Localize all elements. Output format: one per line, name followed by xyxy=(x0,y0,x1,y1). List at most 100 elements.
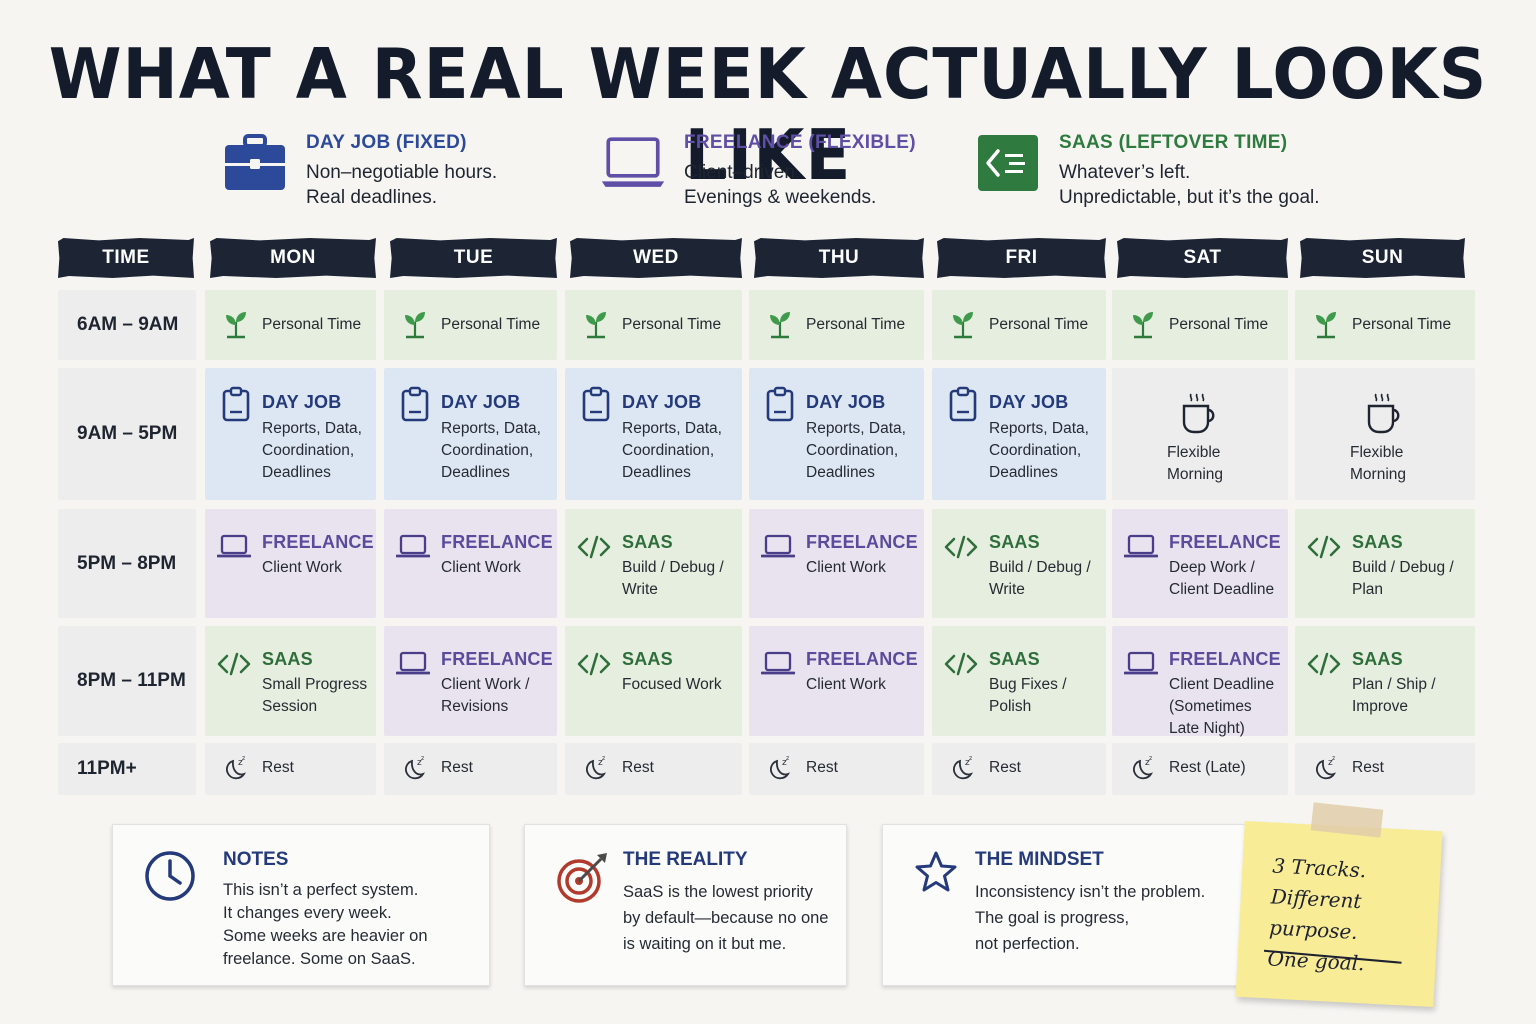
cell-text: Plan xyxy=(1352,581,1384,598)
cell-text: Personal Time xyxy=(622,316,722,333)
cell-text-block: Focused Work xyxy=(622,674,722,696)
briefcase-icon xyxy=(222,132,288,194)
time-slot: 9AM – 5PM xyxy=(58,368,196,500)
note-title: THE REALITY xyxy=(623,849,748,870)
cell-text: Coordination, xyxy=(806,442,899,459)
cell-text: Focused Work xyxy=(622,676,722,693)
schedule-cell-freelance: FREELANCE Client Work / Revisions xyxy=(384,626,557,736)
schedule-cell-personal: Personal Time xyxy=(749,290,924,360)
clock-icon xyxy=(143,849,197,908)
target-icon xyxy=(555,849,611,910)
cell-title: FREELANCE xyxy=(1169,649,1281,669)
schedule-cell-personal: Personal Time xyxy=(932,290,1106,360)
legend-item: FREELANCE (FLEXIBLE) Client–driven. Evenin… xyxy=(600,132,916,210)
cell-text-block: Bug Fixes / Polish xyxy=(989,674,1067,718)
cell-text: Reports, Data, xyxy=(441,420,541,437)
clipboard-icon xyxy=(401,386,429,427)
cell-text: Client Deadline xyxy=(1169,581,1275,598)
svg-text:z: z xyxy=(598,758,603,768)
code-icon xyxy=(975,132,1041,194)
legend-title: FREELANCE (FLEXIBLE) xyxy=(684,132,916,153)
note-text: This isn’t a perfect system. xyxy=(223,881,419,899)
cell-text: Small Progress xyxy=(262,676,368,693)
schedule-cell-rest: z z Rest (Late) xyxy=(1112,743,1288,795)
schedule-cell-personal: Personal Time xyxy=(384,290,557,360)
legend-title: DAY JOB (FIXED) xyxy=(306,132,467,153)
note-text: freelance. Some on SaaS. xyxy=(223,950,416,968)
cell-text: Client Work xyxy=(806,559,886,576)
time-slot: 8PM – 11PM xyxy=(58,626,196,736)
header-day: TUE xyxy=(390,238,557,278)
cell-text: Deadlines xyxy=(262,464,331,481)
svg-text:z: z xyxy=(965,758,970,768)
cell-text: Revisions xyxy=(441,698,509,715)
time-slot: 6AM – 9AM xyxy=(58,290,196,360)
cell-title: FREELANCE xyxy=(441,532,553,552)
note-text: by default—because no one xyxy=(623,909,829,927)
note-card: THE MINDSET Inconsistency isn’t the probl… xyxy=(882,824,1252,986)
schedule-cell-rest: z z Rest xyxy=(749,743,924,795)
cell-text: Build / Debug / xyxy=(989,559,1091,576)
cell-text: Bug Fixes / xyxy=(989,676,1067,693)
cell-text-block: Reports, Data, Coordination, Deadlines xyxy=(441,418,541,484)
legend-title: SAAS (LEFTOVER TIME) xyxy=(1059,132,1288,153)
cell-title: SAAS xyxy=(1352,649,1403,669)
cell-text: Morning xyxy=(1350,466,1406,483)
clipboard-icon xyxy=(222,386,250,427)
svg-text:z: z xyxy=(969,755,972,762)
cell-text-block: Small Progress Session xyxy=(262,674,367,718)
svg-text:z: z xyxy=(786,755,789,762)
cell-text: Reports, Data, xyxy=(989,420,1089,437)
cell-text: Personal Time xyxy=(989,316,1089,333)
header-day: THU xyxy=(754,238,924,278)
small-laptop-icon xyxy=(760,650,796,683)
cell-title: DAY JOB xyxy=(262,392,342,412)
schedule-cell-saas: SAAS Build / Debug / Write xyxy=(932,509,1106,618)
cell-text: Personal Time xyxy=(262,316,362,333)
sticky-text: Different purpose. xyxy=(1268,884,1363,944)
code-brackets-icon xyxy=(1307,650,1341,683)
schedule-cell-freelance: FREELANCE Client Work xyxy=(384,509,557,618)
small-laptop-icon xyxy=(1123,650,1159,683)
cell-title: SAAS xyxy=(262,649,313,669)
cell-title: SAAS xyxy=(622,649,673,669)
legend-text: Unpredictable, but it’s the goal. xyxy=(1059,187,1320,208)
code-brackets-icon xyxy=(577,650,611,683)
cell-text-block: Client Work xyxy=(806,674,886,696)
cell-text: Improve xyxy=(1352,698,1408,715)
sprout-icon xyxy=(583,310,609,345)
schedule-cell-rest: z z Rest xyxy=(565,743,742,795)
small-laptop-icon xyxy=(395,650,431,683)
code-brackets-icon xyxy=(944,650,978,683)
schedule-cell-freelance: FREELANCE Client Work xyxy=(749,626,924,736)
cell-text-block: Flexible Morning xyxy=(1167,442,1223,486)
svg-text:z: z xyxy=(238,758,243,768)
cell-text-block: Build / Debug / Plan xyxy=(1352,557,1454,601)
cell-text: Client Deadline xyxy=(1169,676,1275,693)
cell-title: FREELANCE xyxy=(806,532,918,552)
sprout-icon xyxy=(950,310,976,345)
laptop-icon xyxy=(600,132,666,194)
coffee-icon xyxy=(1178,392,1218,439)
cell-title: DAY JOB xyxy=(989,392,1069,412)
small-laptop-icon xyxy=(760,533,796,566)
cell-text: (Sometimes xyxy=(1169,698,1252,715)
cell-text: Reports, Data, xyxy=(806,420,906,437)
svg-text:z: z xyxy=(242,755,245,762)
page-title: WHAT A REAL WEEK ACTUALLY LOOKS LIKE xyxy=(48,34,1488,196)
schedule-cell-personal: Personal Time xyxy=(565,290,742,360)
cell-text: Reports, Data, xyxy=(622,420,722,437)
cell-text: Client Work xyxy=(806,676,886,693)
cell-text-block: Client Work xyxy=(441,557,521,579)
cell-text: Build / Debug / xyxy=(622,559,724,576)
cell-text: Rest xyxy=(441,759,473,776)
cell-text-block: Build / Debug / Write xyxy=(622,557,724,601)
legend-item: DAY JOB (FIXED) Non–negotiable hours. Real… xyxy=(222,132,497,210)
cell-text: Coordination, xyxy=(622,442,715,459)
schedule-cell-rest: z z Rest xyxy=(932,743,1106,795)
cell-text: Personal Time xyxy=(806,316,906,333)
